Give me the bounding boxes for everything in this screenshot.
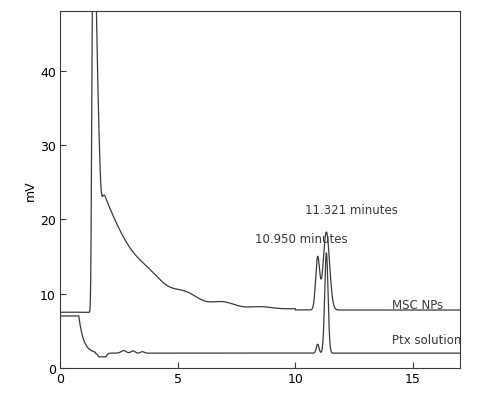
Text: Ptx solution: Ptx solution <box>392 333 461 346</box>
Text: 11.321 minutes: 11.321 minutes <box>304 203 398 216</box>
Text: 10.950 minutes: 10.950 minutes <box>256 233 348 246</box>
Y-axis label: mV: mV <box>24 180 37 200</box>
Text: MSC NPs: MSC NPs <box>392 299 443 312</box>
